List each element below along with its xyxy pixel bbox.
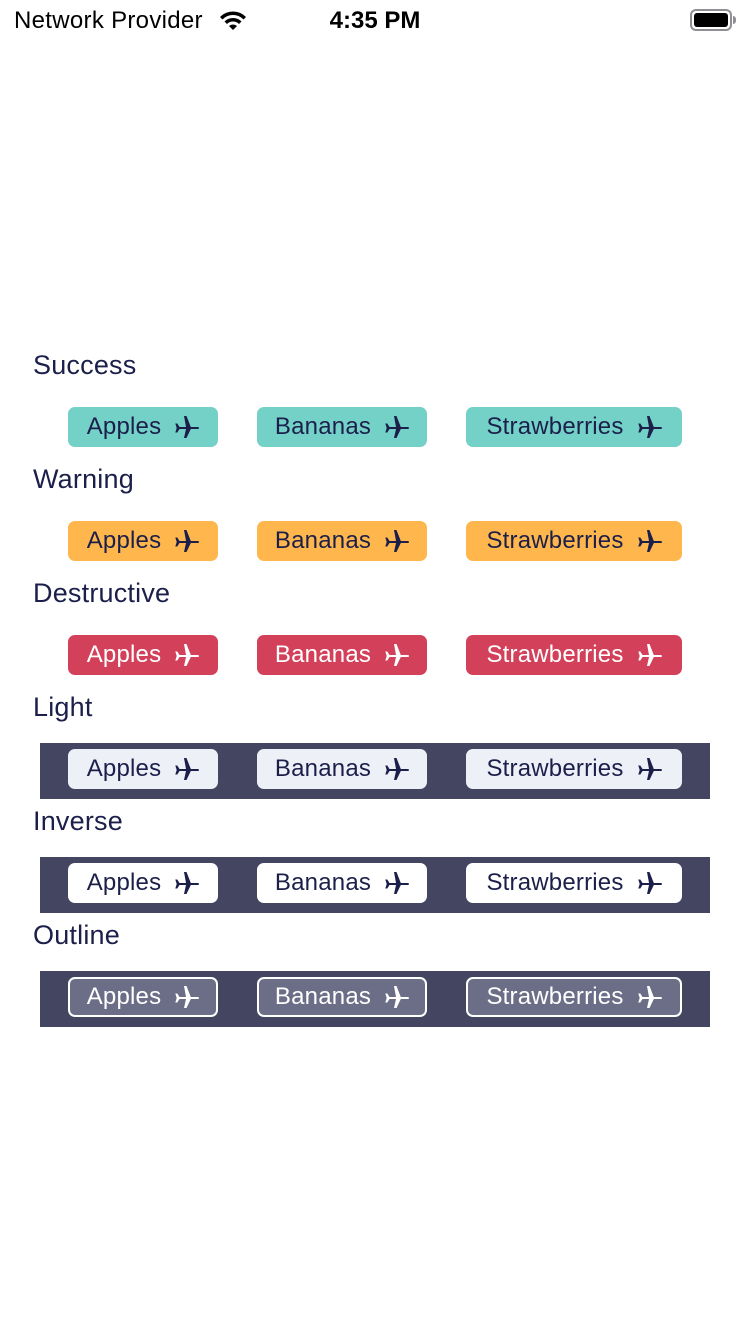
tag-strawberries[interactable]: Strawberries [466,635,682,675]
airplane-icon [385,872,410,894]
airplane-icon [175,872,200,894]
tag-row: Apples Bananas Strawberries [40,629,710,685]
tag-label: Bananas [274,983,372,1010]
section-title: Light [33,692,93,722]
wifi-icon [220,11,246,30]
tag-apples[interactable]: Apples [68,407,218,447]
section-inverse: Inverse Apples Bananas Strawberries [0,796,750,913]
airplane-icon [175,986,200,1008]
tag-strawberries[interactable]: Strawberries [466,863,682,903]
tag-label: Strawberries [486,755,624,782]
tag-strawberries[interactable]: Strawberries [466,977,682,1017]
section-warning: Warning Apples Bananas Strawberries [0,454,750,568]
tag-bananas[interactable]: Bananas [257,407,427,447]
tag-label: Strawberries [486,527,624,554]
tag-bananas[interactable]: Bananas [257,863,427,903]
tag-label: Apples [86,641,162,668]
tag-strawberries[interactable]: Strawberries [466,521,682,561]
section-title: Success [33,350,137,380]
airplane-icon [175,644,200,666]
tag-label: Strawberries [486,413,624,440]
airplane-icon [637,416,662,438]
tag-row: Apples Bananas Strawberries [40,971,710,1027]
network-provider: Network Provider [14,7,203,34]
airplane-icon [175,758,200,780]
airplane-icon [385,530,410,552]
airplane-icon [637,530,662,552]
section-title: Inverse [33,806,123,836]
tag-apples[interactable]: Apples [68,635,218,675]
tag-label: Strawberries [486,869,624,896]
tag-row: Apples Bananas Strawberries [40,401,710,457]
section-destructive: Destructive Apples Bananas Strawberries [0,568,750,682]
tag-bananas[interactable]: Bananas [257,749,427,789]
tag-apples[interactable]: Apples [68,863,218,903]
airplane-icon [637,872,662,894]
tag-row: Apples Bananas Strawberries [40,515,710,571]
tag-label: Apples [86,413,162,440]
airplane-icon [385,644,410,666]
tag-strawberries[interactable]: Strawberries [466,407,682,447]
tag-strawberries[interactable]: Strawberries [466,749,682,789]
section-success: Success Apples Bananas Strawberries [0,340,750,454]
tag-label: Bananas [274,755,372,782]
status-bar: Network Provider 4:35 PM [0,0,750,40]
tag-label: Apples [86,869,162,896]
tag-label: Apples [86,755,162,782]
tag-showcase: Success Apples Bananas Strawberries Warn… [0,340,750,1027]
airplane-icon [637,644,662,666]
airplane-icon [637,758,662,780]
airplane-icon [637,986,662,1008]
tag-apples[interactable]: Apples [68,749,218,789]
airplane-icon [385,416,410,438]
tag-row: Apples Bananas Strawberries [40,743,710,799]
airplane-icon [175,530,200,552]
tag-apples[interactable]: Apples [68,977,218,1017]
tag-label: Bananas [274,527,372,554]
airplane-icon [385,758,410,780]
tag-label: Bananas [274,869,372,896]
tag-label: Bananas [274,641,372,668]
status-time: 4:35 PM [329,7,421,34]
battery-icon [690,9,736,31]
section-title: Destructive [33,578,171,608]
tag-row: Apples Bananas Strawberries [40,857,710,913]
section-title: Outline [33,920,120,950]
tag-bananas[interactable]: Bananas [257,635,427,675]
airplane-icon [175,416,200,438]
section-light: Light Apples Bananas Strawberries [0,682,750,799]
tag-label: Strawberries [486,641,624,668]
airplane-icon [385,986,410,1008]
section-outline: Outline Apples Bananas Strawberries [0,910,750,1027]
tag-label: Apples [86,983,162,1010]
tag-label: Strawberries [486,983,624,1010]
section-title: Warning [33,464,134,494]
tag-label: Bananas [274,413,372,440]
tag-label: Apples [86,527,162,554]
tag-bananas[interactable]: Bananas [257,521,427,561]
tag-bananas[interactable]: Bananas [257,977,427,1017]
tag-apples[interactable]: Apples [68,521,218,561]
